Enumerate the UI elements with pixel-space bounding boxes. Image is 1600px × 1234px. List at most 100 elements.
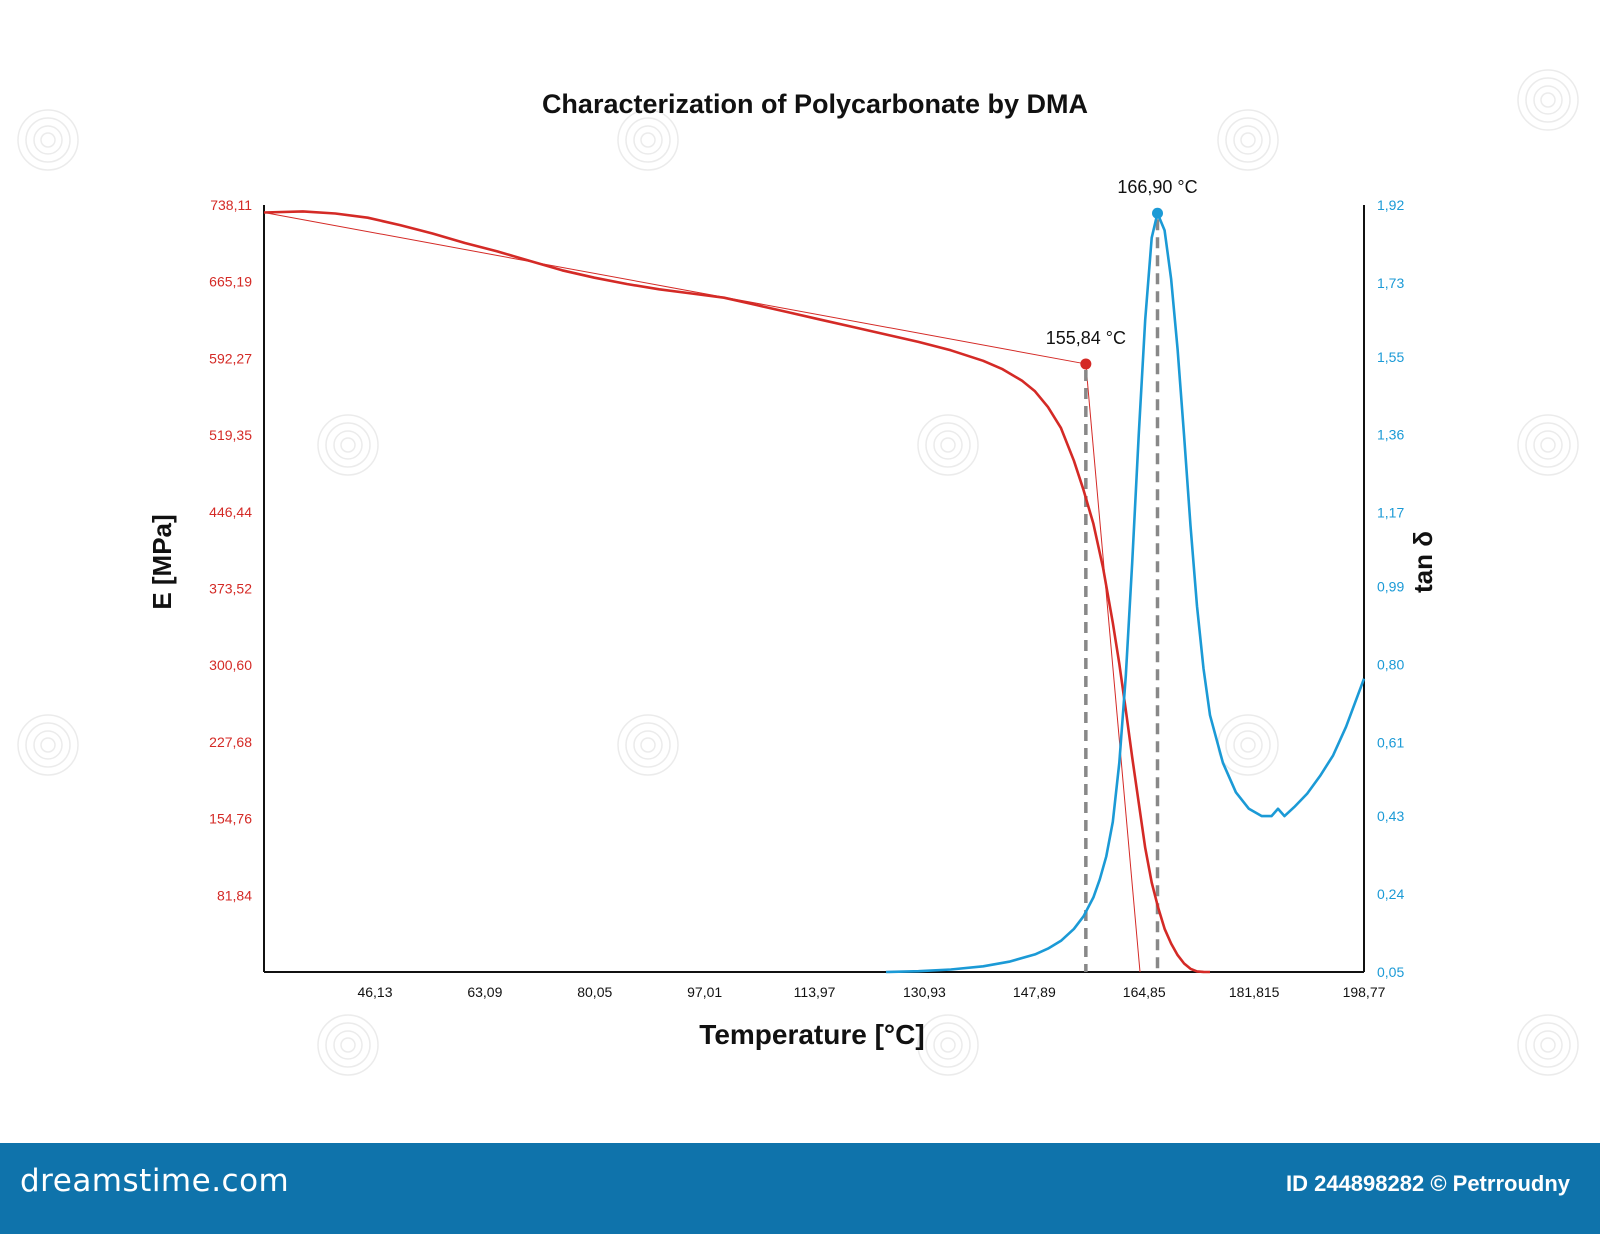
watermark-ring [1240, 737, 1256, 753]
watermark-ring [1533, 1030, 1563, 1060]
axes-layer [263, 205, 1365, 973]
watermark-spiral [1517, 69, 1579, 131]
y-right-tick-label: 0,43 [1377, 808, 1404, 824]
watermark-ring [933, 430, 963, 460]
watermark-ring [1217, 714, 1279, 776]
watermark-spiral [1517, 414, 1579, 476]
x-tick-label: 113,97 [794, 984, 836, 1000]
y-right-tick-label: 1,55 [1377, 349, 1404, 365]
watermark-ring [33, 730, 63, 760]
y-axis-left-label: E [MPa] [147, 514, 177, 609]
y-left-tick-label: 300,60 [209, 657, 252, 673]
watermark-layer [17, 69, 1579, 1076]
y-left-tick-label: 227,68 [209, 734, 252, 750]
watermark-spiral [617, 714, 679, 776]
y-left-tick-label: 81,84 [217, 887, 252, 903]
watermark-ring [925, 422, 971, 468]
y-left-tick-label: 665,19 [209, 274, 252, 290]
watermark-ring [33, 125, 63, 155]
watermark-ring [1540, 92, 1556, 108]
watermark-ring [25, 722, 71, 768]
watermark-spiral [17, 109, 79, 171]
watermark-spiral [917, 1014, 979, 1076]
watermark-ring [1525, 422, 1571, 468]
series-layer [263, 210, 1366, 974]
watermark-ring [17, 714, 79, 776]
y-left-tick-label: 446,44 [209, 504, 252, 520]
x-tick-label: 97,01 [687, 984, 722, 1000]
x-axis-label: Temperature [°C] [699, 1019, 924, 1050]
watermark-spiral [17, 714, 79, 776]
watermark-ring [340, 437, 356, 453]
watermark-spiral [1217, 714, 1279, 776]
watermark-spiral [1517, 1014, 1579, 1076]
tick-labels-layer: 46,13 63,09 80,05 97,01 113,97 130,93 147,89 16… [209, 197, 1404, 1000]
watermark-spiral [317, 1014, 379, 1076]
watermark-ring [1233, 125, 1263, 155]
chart-title: Characterization of Polycarbonate by DMA [542, 89, 1088, 119]
tan-delta-line [885, 211, 1366, 974]
watermark-ring [625, 117, 671, 163]
watermark-ring [617, 714, 679, 776]
watermark-ring [25, 117, 71, 163]
storage-modulus-line [263, 210, 1211, 974]
y-left-tick-label: 519,35 [209, 427, 252, 443]
watermark-ring [40, 132, 56, 148]
watermark-ring [1533, 430, 1563, 460]
x-tick-label: 80,05 [577, 984, 612, 1000]
watermark-ring [1517, 1014, 1579, 1076]
watermark-ring [340, 1037, 356, 1053]
watermark-ring [640, 132, 656, 148]
watermark-ring [333, 430, 363, 460]
watermark-ring [1525, 1022, 1571, 1068]
watermark-ring [917, 414, 979, 476]
watermark-ring [1225, 117, 1271, 163]
y-right-tick-label: 0,99 [1377, 578, 1404, 594]
watermark-ring [940, 437, 956, 453]
y-right-tick-label: 0,05 [1377, 964, 1404, 980]
watermark-ring [933, 1030, 963, 1060]
x-tick-label: 164,85 [1123, 984, 1166, 1000]
tangent-line [1085, 363, 1141, 973]
y-left-tick-label: 154,76 [209, 811, 252, 827]
watermark-ring [925, 1022, 971, 1068]
watermark-ring [1233, 730, 1263, 760]
watermark-ring [617, 109, 679, 171]
y-left-tick-label: 373,52 [209, 580, 252, 596]
watermark-ring [17, 109, 79, 171]
watermark-ring [625, 722, 671, 768]
annotation-point [1080, 358, 1092, 370]
x-tick-label: 198,77 [1343, 984, 1386, 1000]
y-right-tick-label: 0,61 [1377, 734, 1404, 750]
annotation-label: 155,84 °C [1046, 328, 1126, 348]
watermark-ring [1533, 85, 1563, 115]
watermark-spiral [1217, 109, 1279, 171]
watermark-ring [1217, 109, 1279, 171]
dma-chart: Characterization of Polycarbonate by DMA… [17, 69, 1579, 1076]
watermark-spiral [617, 109, 679, 171]
watermark-ring [317, 414, 379, 476]
watermark-ring [333, 1030, 363, 1060]
footer-logo: dreamstime.com [20, 1163, 290, 1199]
watermark-ring [640, 737, 656, 753]
watermark-ring [1517, 69, 1579, 131]
annotation-label: 166,90 °C [1117, 177, 1197, 197]
footer-credit: ID 244898282 © Petrroudny [1285, 1171, 1570, 1196]
y-axis-right-label: tan δ [1408, 531, 1438, 593]
y-right-tick-label: 1,36 [1377, 427, 1404, 443]
watermark-ring [633, 125, 663, 155]
watermark-ring [317, 1014, 379, 1076]
watermark-ring [1240, 132, 1256, 148]
y-left-tick-label: 738,11 [210, 197, 252, 213]
watermark-ring [40, 737, 56, 753]
watermark-spiral [317, 414, 379, 476]
watermark-ring [325, 1022, 371, 1068]
watermark-ring [1540, 1037, 1556, 1053]
x-tick-label: 181,815 [1229, 984, 1280, 1000]
watermark-ring [940, 1037, 956, 1053]
y-left-tick-label: 592,27 [209, 350, 252, 366]
watermark-ring [1540, 437, 1556, 453]
footer-bar: dreamstime.com ID 244898282 © Petrroudny [0, 1143, 1600, 1234]
tangent-line [263, 211, 1086, 365]
y-right-tick-label: 1,73 [1377, 275, 1404, 291]
